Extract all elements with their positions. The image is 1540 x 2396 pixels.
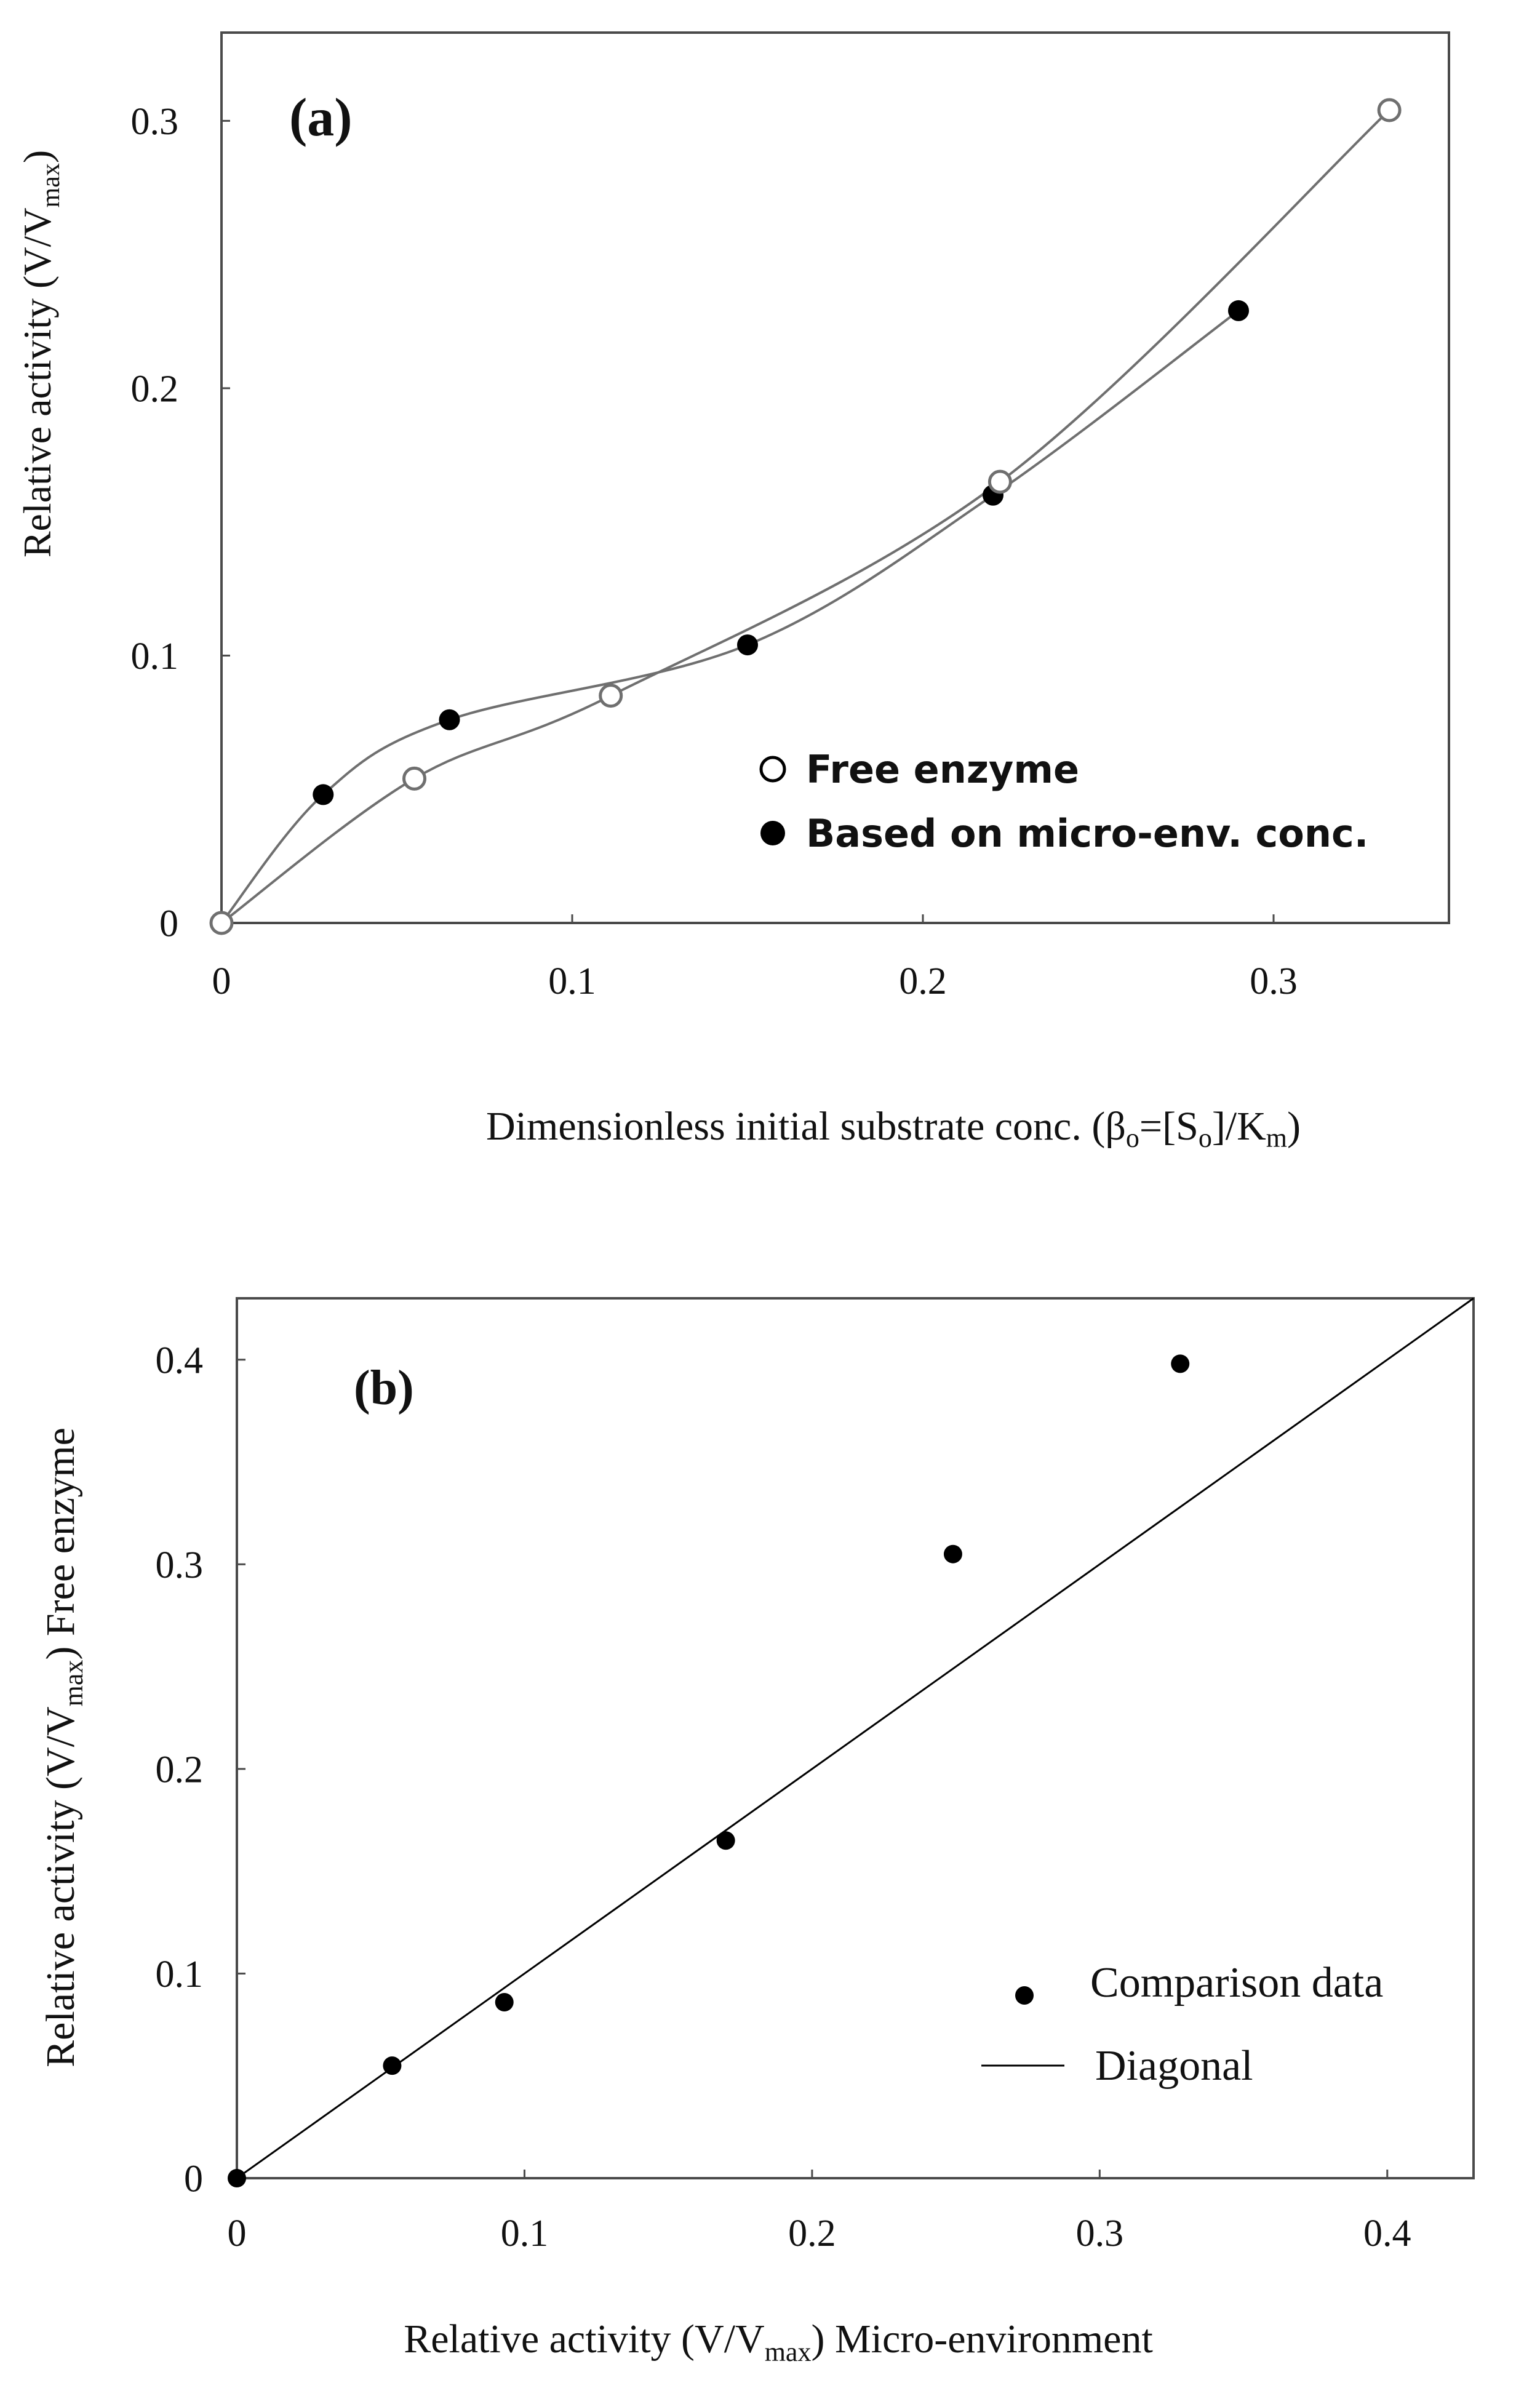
panel-b-plot-frame [236, 1297, 1475, 2179]
y-tick-label: 0.1 [131, 636, 179, 677]
micro-env-point [1228, 300, 1249, 321]
x-tick-label: 0 [212, 960, 231, 1002]
x-tick-label: 0.1 [548, 960, 596, 1002]
comparison-data-point [228, 2169, 246, 2187]
micro-env-point [313, 784, 334, 805]
panel-b-xlabel-close: ) Micro-environment [811, 2317, 1152, 2362]
x-tick-label: 0.4 [1363, 2213, 1411, 2254]
curve-free-enzyme [220, 109, 1390, 924]
comparison-data-point [943, 1544, 962, 1563]
y-tick-label: 0 [184, 2158, 203, 2200]
panel-b-points [228, 1354, 1190, 2187]
x-tick-label: 0.2 [788, 2213, 836, 2254]
comparison-data-point [495, 1993, 514, 2011]
x-tick-label: 0.1 [501, 2213, 549, 2254]
legend-open-circle-marker [759, 756, 786, 783]
legend-dot-marker [1015, 1986, 1034, 2005]
x-tick-label: 0.3 [1076, 2213, 1124, 2254]
comparison-data-point [383, 2056, 402, 2075]
panel-a-ylabel-sub: max [37, 163, 65, 207]
y-tick-label: 0.3 [131, 101, 179, 143]
panel-a: 0 0.1 0.2 0.3 0 0.1 0.2 0.3 (a) Free enzyme Bas… [15, 31, 1450, 1153]
panel-a-points [209, 98, 1402, 935]
panel-a-xlabel-beta: β [1105, 1104, 1126, 1149]
free-enzyme-point [599, 684, 623, 708]
panel-b-ylabel-close: ) Free enzyme [38, 1428, 83, 1659]
micro-env-point [737, 634, 758, 656]
panel-b-axis-ticks: 0 0.1 0.2 0.3 0.4 0 0.1 0.2 0.3 0.4 [156, 1340, 1411, 2254]
panel-a-label: (a) [289, 88, 353, 148]
comparison-data-point [1171, 1354, 1190, 1373]
y-tick-label: 0.2 [131, 369, 179, 410]
panel-a-y-axis-label: Relative activity (V/Vmax) [15, 150, 65, 557]
free-enzyme-point [987, 469, 1012, 494]
panel-a-x-axis-label: Dimensionless initial substrate conc. (β… [486, 1104, 1301, 1153]
panel-a-xlabel-beta-sub: o [1126, 1123, 1139, 1153]
panel-a-xlabel-s-sub: o [1199, 1123, 1212, 1153]
legend-filled-circle-marker [760, 821, 785, 845]
panel-b-xlabel-main: Relative activity (V/V [404, 2317, 765, 2362]
panel-b-xlabel-sub: max [765, 2337, 812, 2367]
panel-b-ylabel-main: Relative activity (V/V [38, 1706, 83, 2067]
free-enzyme-point [1377, 98, 1402, 122]
y-tick-label: 0.2 [156, 1749, 204, 1791]
panel-a-xlabel-text: Dimensionless initial substrate conc. ( [486, 1104, 1105, 1149]
panel-a-xlabel-close: ) [1287, 1104, 1301, 1149]
panel-a-ylabel-close: ) [15, 150, 59, 163]
x-tick-label: 0.2 [899, 960, 947, 1002]
panel-b-y-axis-label: Relative activity (V/Vmax) Free enzyme [38, 1428, 89, 2067]
y-tick-label: 0.1 [156, 1954, 204, 1995]
panel-a-legend: Free enzyme Based on micro-env. conc. [759, 747, 1368, 856]
panel-b-x-axis-label: Relative activity (V/Vmax) Micro-environ… [404, 2317, 1153, 2367]
panel-b-lines [236, 1297, 1474, 2179]
panel-a-plot-frame [220, 31, 1450, 924]
panel-a-xlabel-mid2: ]/K [1212, 1104, 1266, 1149]
y-tick-label: 0 [159, 903, 178, 945]
diagonal-line [236, 1297, 1474, 2179]
free-enzyme-point [402, 766, 426, 791]
panel-a-xlabel-mid: =[S [1139, 1104, 1199, 1149]
panel-b-ylabel-sub: max [58, 1660, 89, 1707]
legend-label-comparison-data: Comparison data [1090, 1959, 1383, 2007]
panel-a-xlabel-k-sub: m [1266, 1123, 1287, 1153]
comparison-data-point [716, 1831, 735, 1850]
panel-b: 0 0.1 0.2 0.3 0.4 0 0.1 0.2 0.3 0.4 (b) Compariso… [38, 1297, 1475, 2367]
panel-a-ylabel-main: Relative activity (V/V [15, 207, 59, 557]
x-tick-label: 0.3 [1250, 960, 1298, 1002]
legend-label-micro-env: Based on micro-env. conc. [806, 811, 1368, 856]
panel-a-axis-ticks: 0 0.1 0.2 0.3 0 0.1 0.2 0.3 [131, 101, 1298, 1002]
y-tick-label: 0.4 [156, 1340, 204, 1381]
panel-b-label: (b) [354, 1361, 414, 1415]
y-tick-label: 0.3 [156, 1544, 204, 1586]
legend-label-diagonal: Diagonal [1095, 2042, 1253, 2090]
x-tick-label: 0 [228, 2213, 247, 2254]
micro-env-point [439, 709, 460, 730]
panel-b-legend: Comparison data Diagonal [981, 1959, 1383, 2090]
free-enzyme-point [209, 911, 234, 935]
legend-label-free-enzyme: Free enzyme [806, 747, 1079, 792]
